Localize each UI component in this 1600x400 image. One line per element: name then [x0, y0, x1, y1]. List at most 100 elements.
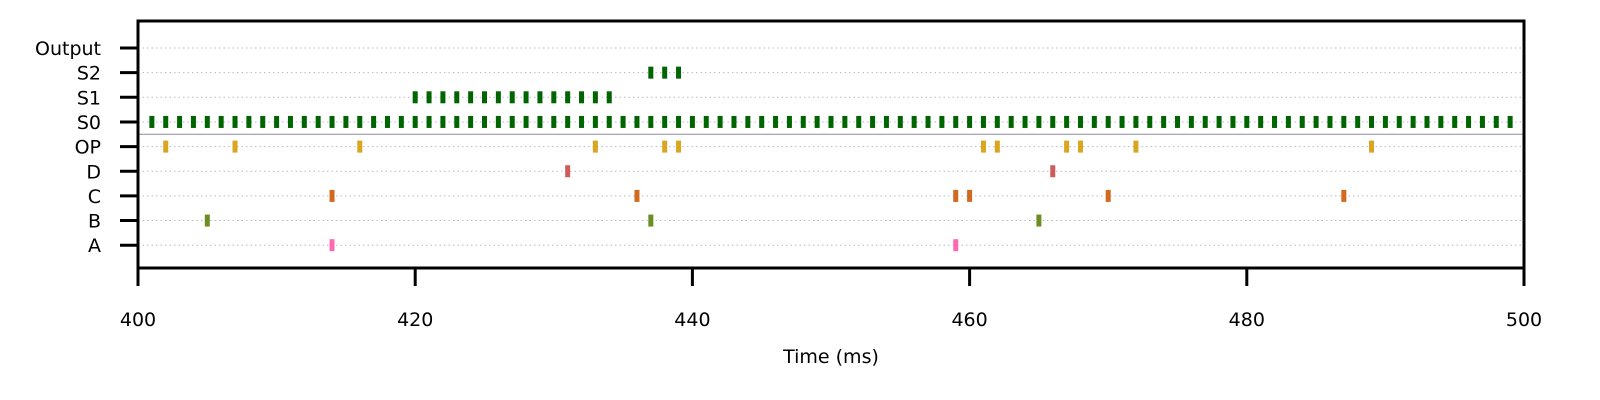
spike-s0-408: [246, 115, 252, 128]
spike-c-414: [329, 189, 335, 202]
x-axis-label: Time (ms): [782, 346, 879, 368]
spike-a-459: [953, 239, 959, 252]
spike-op-468: [1077, 140, 1083, 153]
spike-s0-465: [1036, 115, 1042, 128]
spike-s0-494: [1438, 115, 1444, 128]
spike-s0-470: [1105, 115, 1111, 128]
spike-s0-428: [523, 115, 529, 128]
spike-s0-476: [1188, 115, 1194, 128]
spike-s0-469: [1091, 115, 1097, 128]
spike-s1-432: [579, 91, 585, 104]
spike-op-439: [676, 140, 682, 153]
spike-s0-403: [177, 115, 183, 128]
spike-s0-499: [1507, 115, 1513, 128]
spike-op-407: [232, 140, 238, 153]
spike-s0-474: [1161, 115, 1167, 128]
spike-s0-456: [911, 115, 917, 128]
spike-b-465: [1036, 214, 1042, 227]
y-tick-label-s2: S2: [77, 63, 101, 85]
spike-s0-452: [856, 115, 862, 128]
spike-s0-454: [883, 115, 889, 128]
spike-s0-457: [925, 115, 931, 128]
spike-s0-439: [676, 115, 682, 128]
plot-frame: [136, 19, 1526, 270]
spike-s0-420: [412, 115, 418, 128]
spike-s0-446: [773, 115, 779, 128]
spike-s0-421: [426, 115, 432, 128]
spike-s1-424: [468, 91, 474, 104]
spike-s0-471: [1119, 115, 1125, 128]
spike-s0-493: [1424, 115, 1430, 128]
spike-s0-409: [260, 115, 266, 128]
spike-s0-422: [440, 115, 446, 128]
spike-s0-411: [287, 115, 293, 128]
spike-s0-460: [967, 115, 973, 128]
spike-s0-427: [509, 115, 515, 128]
spike-op-461: [980, 140, 986, 153]
spike-s0-482: [1272, 115, 1278, 128]
spike-op-472: [1133, 140, 1139, 153]
spike-d-431: [565, 165, 571, 178]
spike-b-437: [648, 214, 654, 227]
spike-s0-443: [731, 115, 737, 128]
spike-s0-424: [468, 115, 474, 128]
spike-s0-458: [939, 115, 945, 128]
spike-s0-466: [1050, 115, 1056, 128]
spike-s0-442: [717, 115, 723, 128]
spike-s0-451: [842, 115, 848, 128]
spike-s0-489: [1369, 115, 1375, 128]
spike-s0-441: [703, 115, 709, 128]
spike-s0-480: [1244, 115, 1250, 128]
y-tick-label-s0: S0: [77, 112, 101, 134]
spike-op-489: [1369, 140, 1375, 153]
spike-d-466: [1050, 165, 1056, 178]
spike-c-470: [1105, 189, 1111, 202]
spike-c-487: [1341, 189, 1347, 202]
spike-s0-417: [371, 115, 377, 128]
spike-s0-497: [1479, 115, 1485, 128]
spike-s1-421: [426, 91, 432, 104]
spike-s1-434: [606, 91, 612, 104]
y-tick-label-output: Output: [35, 38, 101, 60]
spike-s1-430: [551, 91, 557, 104]
y-tick-label-c: C: [88, 186, 101, 208]
spike-s1-425: [482, 91, 487, 104]
spike-s0-407: [232, 115, 238, 128]
spike-s0-485: [1313, 115, 1319, 128]
spike-s0-405: [204, 115, 210, 128]
spike-s0-402: [163, 115, 169, 128]
spike-s0-487: [1341, 115, 1347, 128]
spike-s0-430: [551, 115, 557, 128]
spike-s0-415: [343, 115, 349, 128]
x-tick-label-400: 400: [120, 309, 156, 331]
spike-s0-491: [1396, 115, 1402, 128]
spike-op-462: [994, 140, 1000, 153]
spike-s0-472: [1133, 115, 1139, 128]
spike-s0-490: [1382, 115, 1388, 128]
spike-s0-444: [745, 115, 751, 128]
spike-s0-433: [592, 115, 598, 128]
grid-lines: [138, 47, 1524, 246]
spike-s0-479: [1230, 115, 1236, 128]
spike-s0-401: [149, 115, 155, 128]
spike-s1-422: [440, 91, 446, 104]
spike-s1-431: [565, 91, 571, 104]
spike-s0-488: [1355, 115, 1361, 128]
spike-s1-420: [412, 91, 418, 104]
spike-s0-477: [1202, 115, 1208, 128]
spike-s0-464: [1022, 115, 1028, 128]
spike-s0-436: [634, 115, 640, 128]
spike-s0-498: [1493, 115, 1499, 128]
y-tick-label-a: A: [88, 235, 101, 257]
x-tick-label-460: 460: [951, 309, 987, 331]
y-tick-label-d: D: [86, 161, 101, 183]
spike-s1-429: [537, 91, 543, 104]
spike-s0-484: [1299, 115, 1305, 128]
spike-s0-461: [980, 115, 986, 128]
spike-b-405: [204, 214, 210, 227]
spike-c-460: [967, 189, 973, 202]
spike-s0-438: [662, 115, 668, 128]
spike-s0-462: [994, 115, 1000, 128]
spike-s1-426: [495, 91, 501, 104]
